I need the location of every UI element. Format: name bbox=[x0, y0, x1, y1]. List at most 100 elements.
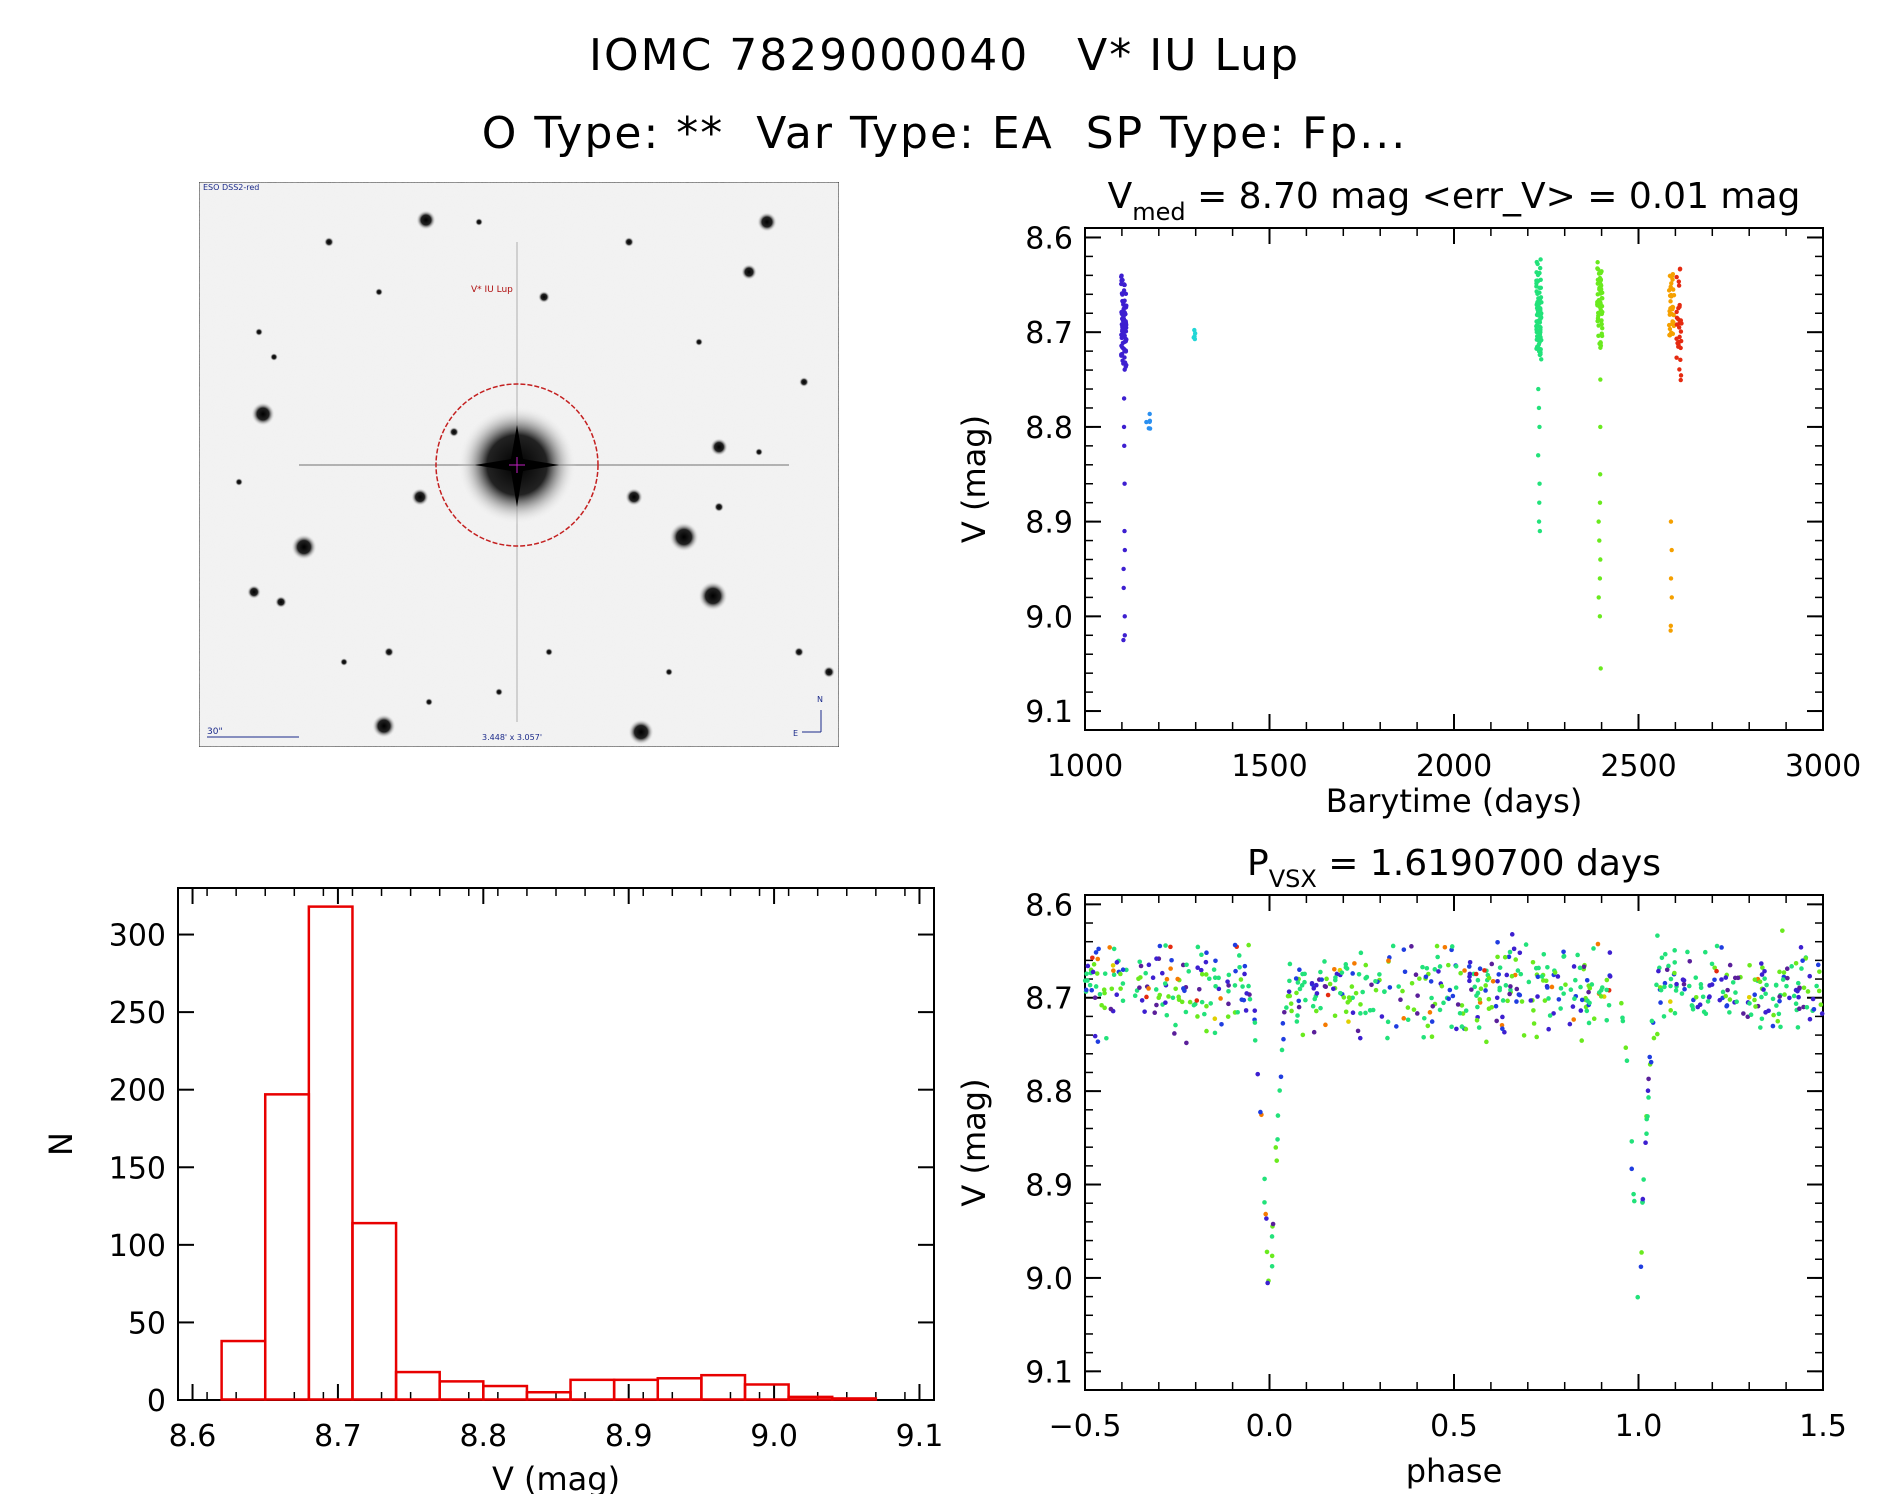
data-point bbox=[1762, 976, 1767, 981]
x-tick-label: 0.0 bbox=[1246, 1409, 1294, 1444]
data-point bbox=[1787, 995, 1792, 1001]
data-point bbox=[1457, 1010, 1463, 1016]
data-point bbox=[1425, 1023, 1431, 1029]
data-point bbox=[1523, 942, 1529, 947]
survey-label: ESO DSS2-red bbox=[203, 183, 259, 192]
data-point bbox=[1427, 1010, 1433, 1015]
star bbox=[449, 427, 459, 437]
data-point bbox=[1122, 443, 1127, 449]
data-point bbox=[1604, 987, 1609, 993]
data-point bbox=[1179, 999, 1185, 1005]
data-point bbox=[1163, 943, 1168, 948]
data-point bbox=[1333, 975, 1338, 980]
data-point bbox=[1435, 954, 1440, 960]
data-point bbox=[1546, 996, 1551, 1001]
data-point bbox=[1599, 311, 1604, 317]
data-point bbox=[1083, 987, 1089, 993]
star bbox=[372, 714, 396, 738]
data-point bbox=[1092, 1033, 1098, 1039]
data-point bbox=[1624, 1058, 1630, 1064]
data-point bbox=[1677, 267, 1683, 272]
data-point bbox=[1595, 292, 1600, 297]
data-point bbox=[1401, 1016, 1407, 1021]
data-point bbox=[1494, 1018, 1499, 1024]
data-point bbox=[1536, 405, 1542, 411]
data-point bbox=[1506, 954, 1512, 960]
star bbox=[665, 668, 673, 676]
data-point bbox=[1454, 1026, 1459, 1032]
data-point bbox=[1632, 1198, 1637, 1204]
data-point bbox=[1357, 1035, 1363, 1041]
data-point bbox=[1184, 1040, 1189, 1046]
target-label: V* IU Lup bbox=[471, 285, 513, 295]
star bbox=[755, 448, 763, 456]
data-point bbox=[1526, 979, 1532, 985]
data-point bbox=[1204, 1028, 1209, 1034]
data-point bbox=[1670, 277, 1675, 282]
data-point bbox=[1173, 986, 1178, 992]
data-point bbox=[1238, 977, 1244, 982]
data-point bbox=[1807, 973, 1813, 979]
data-point bbox=[1324, 976, 1329, 982]
data-point bbox=[1662, 951, 1668, 957]
data-point bbox=[1773, 983, 1779, 988]
y-tick-label: 9.1 bbox=[1025, 1355, 1073, 1390]
data-point bbox=[1118, 281, 1124, 287]
data-point bbox=[1538, 351, 1543, 357]
data-point bbox=[1146, 962, 1152, 968]
data-point bbox=[1157, 943, 1163, 949]
data-point bbox=[1607, 950, 1613, 955]
data-point bbox=[1516, 992, 1522, 997]
data-point bbox=[1446, 996, 1452, 1002]
data-point bbox=[1208, 1001, 1214, 1006]
data-point bbox=[1459, 1003, 1465, 1008]
data-point bbox=[1341, 995, 1347, 1000]
star bbox=[275, 596, 287, 608]
data-point bbox=[1495, 978, 1500, 984]
data-point bbox=[1476, 1025, 1482, 1030]
data-point bbox=[1159, 970, 1165, 976]
star bbox=[247, 585, 261, 599]
data-point bbox=[1556, 997, 1562, 1002]
data-point bbox=[1484, 1039, 1489, 1045]
x-tick-label: 9.0 bbox=[750, 1419, 798, 1454]
data-point bbox=[1353, 990, 1359, 996]
star bbox=[235, 478, 243, 486]
data-point bbox=[1530, 959, 1536, 965]
data-point bbox=[1176, 994, 1181, 1000]
data-point bbox=[1746, 994, 1752, 1000]
data-point bbox=[1489, 961, 1495, 967]
data-point bbox=[1669, 330, 1674, 335]
data-point bbox=[1184, 962, 1189, 968]
data-point bbox=[1173, 1022, 1178, 1028]
data-point bbox=[1534, 302, 1539, 308]
data-point bbox=[1246, 983, 1251, 989]
data-point bbox=[1199, 952, 1204, 958]
data-point bbox=[1764, 982, 1769, 988]
data-point bbox=[1551, 1011, 1556, 1016]
data-point bbox=[1656, 968, 1661, 974]
data-point bbox=[1489, 1004, 1495, 1010]
data-point bbox=[1629, 1139, 1635, 1144]
data-point bbox=[1474, 1017, 1480, 1023]
data-point bbox=[1111, 968, 1116, 973]
data-point bbox=[1649, 1018, 1655, 1024]
data-point bbox=[1168, 966, 1173, 971]
data-point bbox=[1771, 1012, 1776, 1018]
data-point bbox=[1495, 954, 1500, 960]
data-point bbox=[1511, 946, 1517, 952]
data-point bbox=[1505, 998, 1510, 1004]
star bbox=[823, 666, 835, 678]
data-point bbox=[1757, 979, 1763, 985]
data-point bbox=[1595, 260, 1600, 265]
data-point bbox=[1277, 1088, 1282, 1093]
data-point bbox=[1442, 944, 1448, 950]
data-point bbox=[1288, 1001, 1294, 1006]
data-point bbox=[1409, 980, 1415, 986]
data-point bbox=[1091, 962, 1097, 967]
data-point bbox=[1152, 1010, 1158, 1015]
data-point bbox=[1635, 1294, 1641, 1300]
data-point bbox=[1514, 986, 1520, 992]
data-point bbox=[1343, 1009, 1349, 1015]
data-point bbox=[1387, 985, 1393, 990]
